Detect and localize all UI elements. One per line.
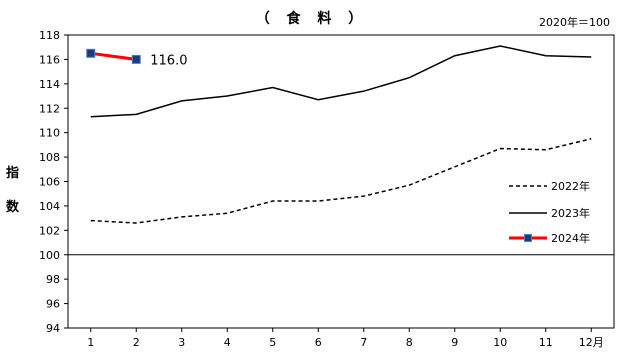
x-tick-label: 6	[315, 336, 322, 349]
legend-label-2023年: 2023年	[551, 206, 590, 220]
legend-label-2024年: 2024年	[551, 231, 590, 245]
x-tick-label: 9	[451, 336, 458, 349]
x-tick-label: 2	[133, 336, 140, 349]
x-tick-label: 3	[178, 336, 185, 349]
plot-frame	[68, 35, 614, 328]
y-tick-label: 118	[39, 29, 60, 42]
x-tick-label: 8	[406, 336, 413, 349]
data-label-116: 116.0	[150, 53, 187, 68]
y-tick-label: 110	[39, 127, 60, 140]
x-tick-label: 1	[87, 336, 94, 349]
y-tick-label: 112	[39, 102, 60, 115]
series-line-2022年	[91, 139, 592, 223]
x-tick-label: 5	[269, 336, 276, 349]
y-tick-label: 102	[39, 224, 60, 237]
y-tick-label: 114	[39, 78, 60, 91]
y-tick-label: 98	[46, 273, 60, 286]
y-tick-label: 108	[39, 151, 60, 164]
x-tick-label: 12月	[579, 336, 604, 349]
y-tick-label: 100	[39, 249, 60, 262]
series-line-2024年	[91, 53, 137, 59]
data-point-marker	[87, 49, 95, 57]
x-tick-label: 11	[539, 336, 553, 349]
x-tick-label: 10	[493, 336, 507, 349]
y-tick-label: 106	[39, 176, 60, 189]
x-tick-label: 7	[360, 336, 367, 349]
y-tick-label: 94	[46, 322, 60, 335]
x-tick-label: 4	[224, 336, 231, 349]
legend-marker-2024年	[525, 235, 532, 242]
y-tick-label: 104	[39, 200, 60, 213]
y-tick-label: 96	[46, 298, 60, 311]
legend-label-2022年: 2022年	[551, 179, 590, 193]
data-point-marker	[132, 55, 140, 63]
y-tick-label: 116	[39, 53, 60, 66]
